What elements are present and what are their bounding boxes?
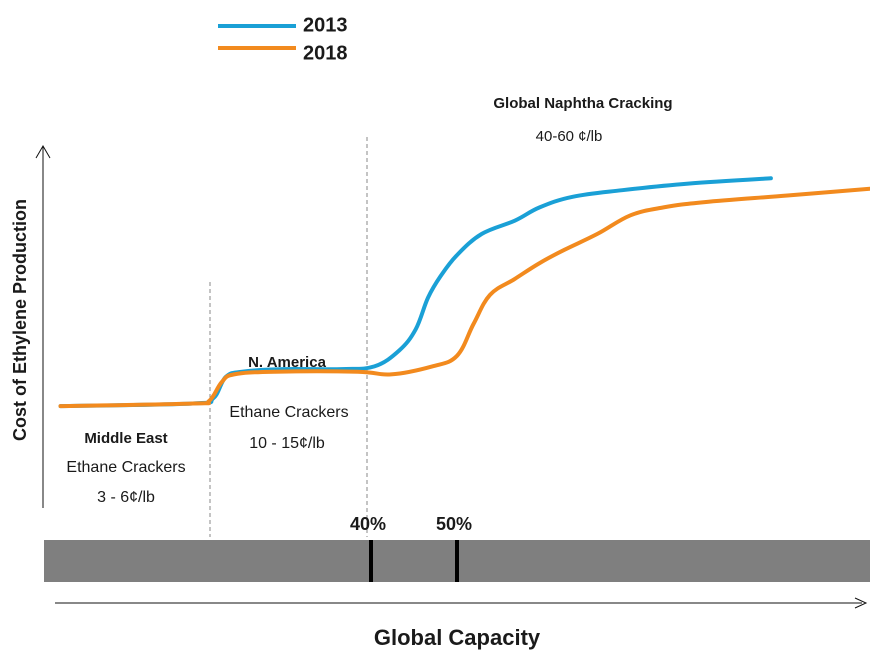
series-line-2018 xyxy=(58,186,870,409)
capacity-markers: 40% 50% xyxy=(350,514,472,582)
region-middle-east-tech: Ethane Crackers xyxy=(66,459,185,476)
region-naphtha-cost: 40-60 ¢/lb xyxy=(536,128,603,145)
region-north-america-tech: Ethane Crackers xyxy=(229,404,348,421)
x-axis-arrowhead xyxy=(854,597,868,609)
legend-label-2013: 2013 xyxy=(303,14,348,36)
capacity-marker-label-40: 40% xyxy=(350,514,386,534)
legend: 2013 2018 xyxy=(218,14,348,64)
series-layer xyxy=(58,176,870,409)
region-middle-east-cost: 3 - 6¢/lb xyxy=(97,489,155,506)
y-axis-arrowhead xyxy=(35,145,51,159)
region-middle-east-name: Middle East xyxy=(84,430,167,447)
region-naphtha-name: Global Naphtha Cracking xyxy=(493,95,672,112)
region-north-america-name: N. America xyxy=(248,354,326,371)
y-axis-label: Cost of Ethylene Production xyxy=(10,199,30,441)
region-north-america-cost: 10 - 15¢/lb xyxy=(249,435,325,452)
capacity-marker-label-50: 50% xyxy=(436,514,472,534)
x-axis-label: Global Capacity xyxy=(374,625,541,650)
legend-label-2018: 2018 xyxy=(303,42,348,64)
